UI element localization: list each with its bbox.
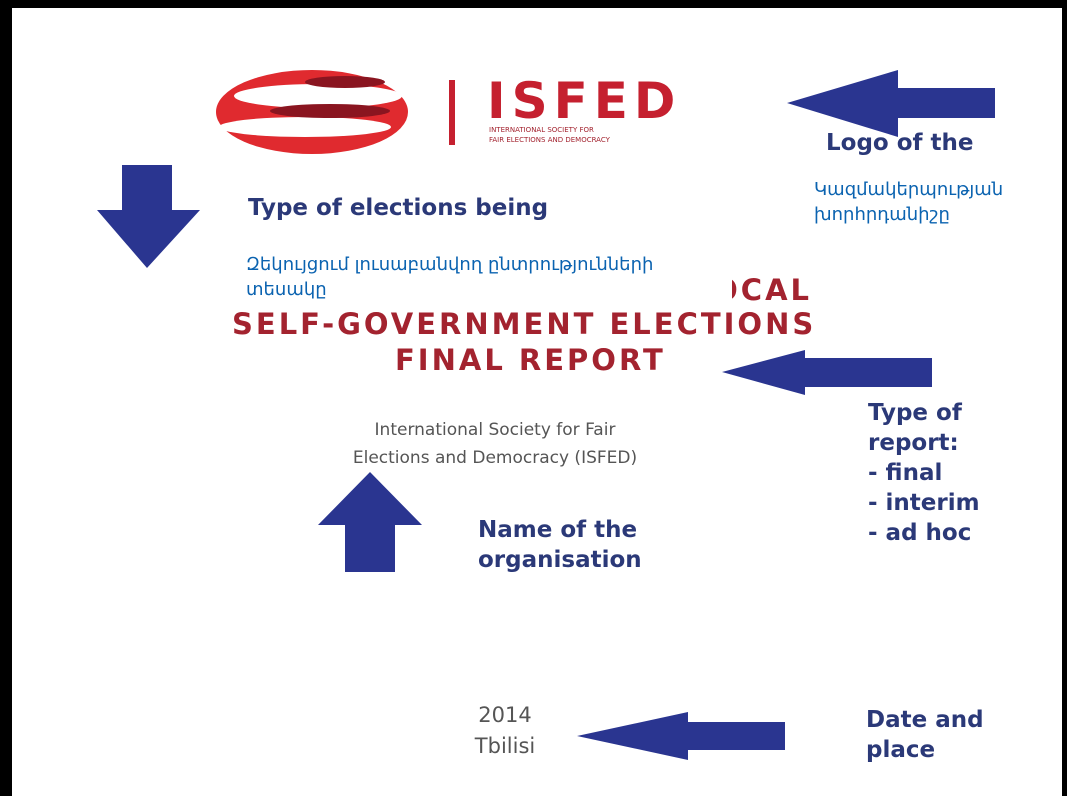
text-line: Type of elections being — [248, 195, 549, 221]
date-place: 2014 Tbilisi — [465, 700, 545, 762]
logo-ribbon — [216, 70, 408, 154]
arrow-left — [787, 70, 995, 137]
text-line: place — [866, 737, 936, 763]
report-title: SELF-GOVERNMENT ELECTIONS — [232, 307, 817, 341]
report-title: FINAL REPORT — [395, 343, 666, 377]
text-line: report: — [868, 430, 959, 456]
text-line: FAIR ELECTIONS AND DEMOCRACY — [489, 136, 610, 144]
ribbon-dark — [305, 76, 385, 88]
annotation: Type of report: - final - interim - ad hoc — [868, 398, 980, 548]
arrow-down — [97, 165, 200, 268]
annotation: Date and place — [866, 705, 984, 765]
logo-name: ISFED — [487, 72, 682, 130]
text-line: խորհրդանիշը — [814, 204, 950, 225]
arrow-left — [722, 350, 932, 395]
arrow-left — [577, 712, 785, 760]
text-line: International Society for Fair — [374, 420, 616, 440]
annotation: Logo of the — [826, 130, 974, 156]
text-line: Tbilisi — [474, 734, 536, 758]
text-line: Date and — [866, 707, 984, 733]
slide — [12, 8, 1062, 796]
annotation: Type of elections being — [248, 193, 548, 223]
logo-bar — [449, 80, 455, 145]
text-line: Name of the — [478, 517, 638, 543]
text-line: 2014 — [478, 703, 532, 727]
translation-overlay: Զեկույցում լուսաբանվող ընտրությունների տե… — [240, 248, 732, 310]
text-line: Զեկույցում լուսաբանվող ընտրությունների — [246, 254, 654, 275]
text-line: Կազմակերպության — [814, 179, 1004, 200]
text-line: Type of — [868, 400, 962, 426]
organisation: International Society for Fair Elections … — [330, 416, 660, 472]
arrow-up — [318, 472, 422, 572]
text-line: INTERNATIONAL SOCIETY FOR — [489, 126, 594, 134]
text-line: - final — [868, 460, 943, 486]
logo-subtitle: INTERNATIONAL SOCIETY FOR FAIR ELECTIONS … — [489, 125, 610, 145]
text-line: տեսակը — [246, 279, 327, 300]
translation-overlay: Կազմակերպության խորհրդանիշը — [808, 173, 1016, 231]
text-line: organisation — [478, 547, 642, 573]
annotation: Name of the organisation — [478, 515, 642, 575]
text-line: - interim — [868, 490, 980, 516]
ribbon-gap — [219, 117, 391, 137]
text-line: - ad hoc — [868, 520, 972, 546]
text-line: Elections and Democracy (ISFED) — [352, 448, 638, 468]
ribbon-dark — [270, 104, 390, 118]
ribbon-gap — [234, 84, 402, 108]
arrows — [97, 70, 995, 760]
